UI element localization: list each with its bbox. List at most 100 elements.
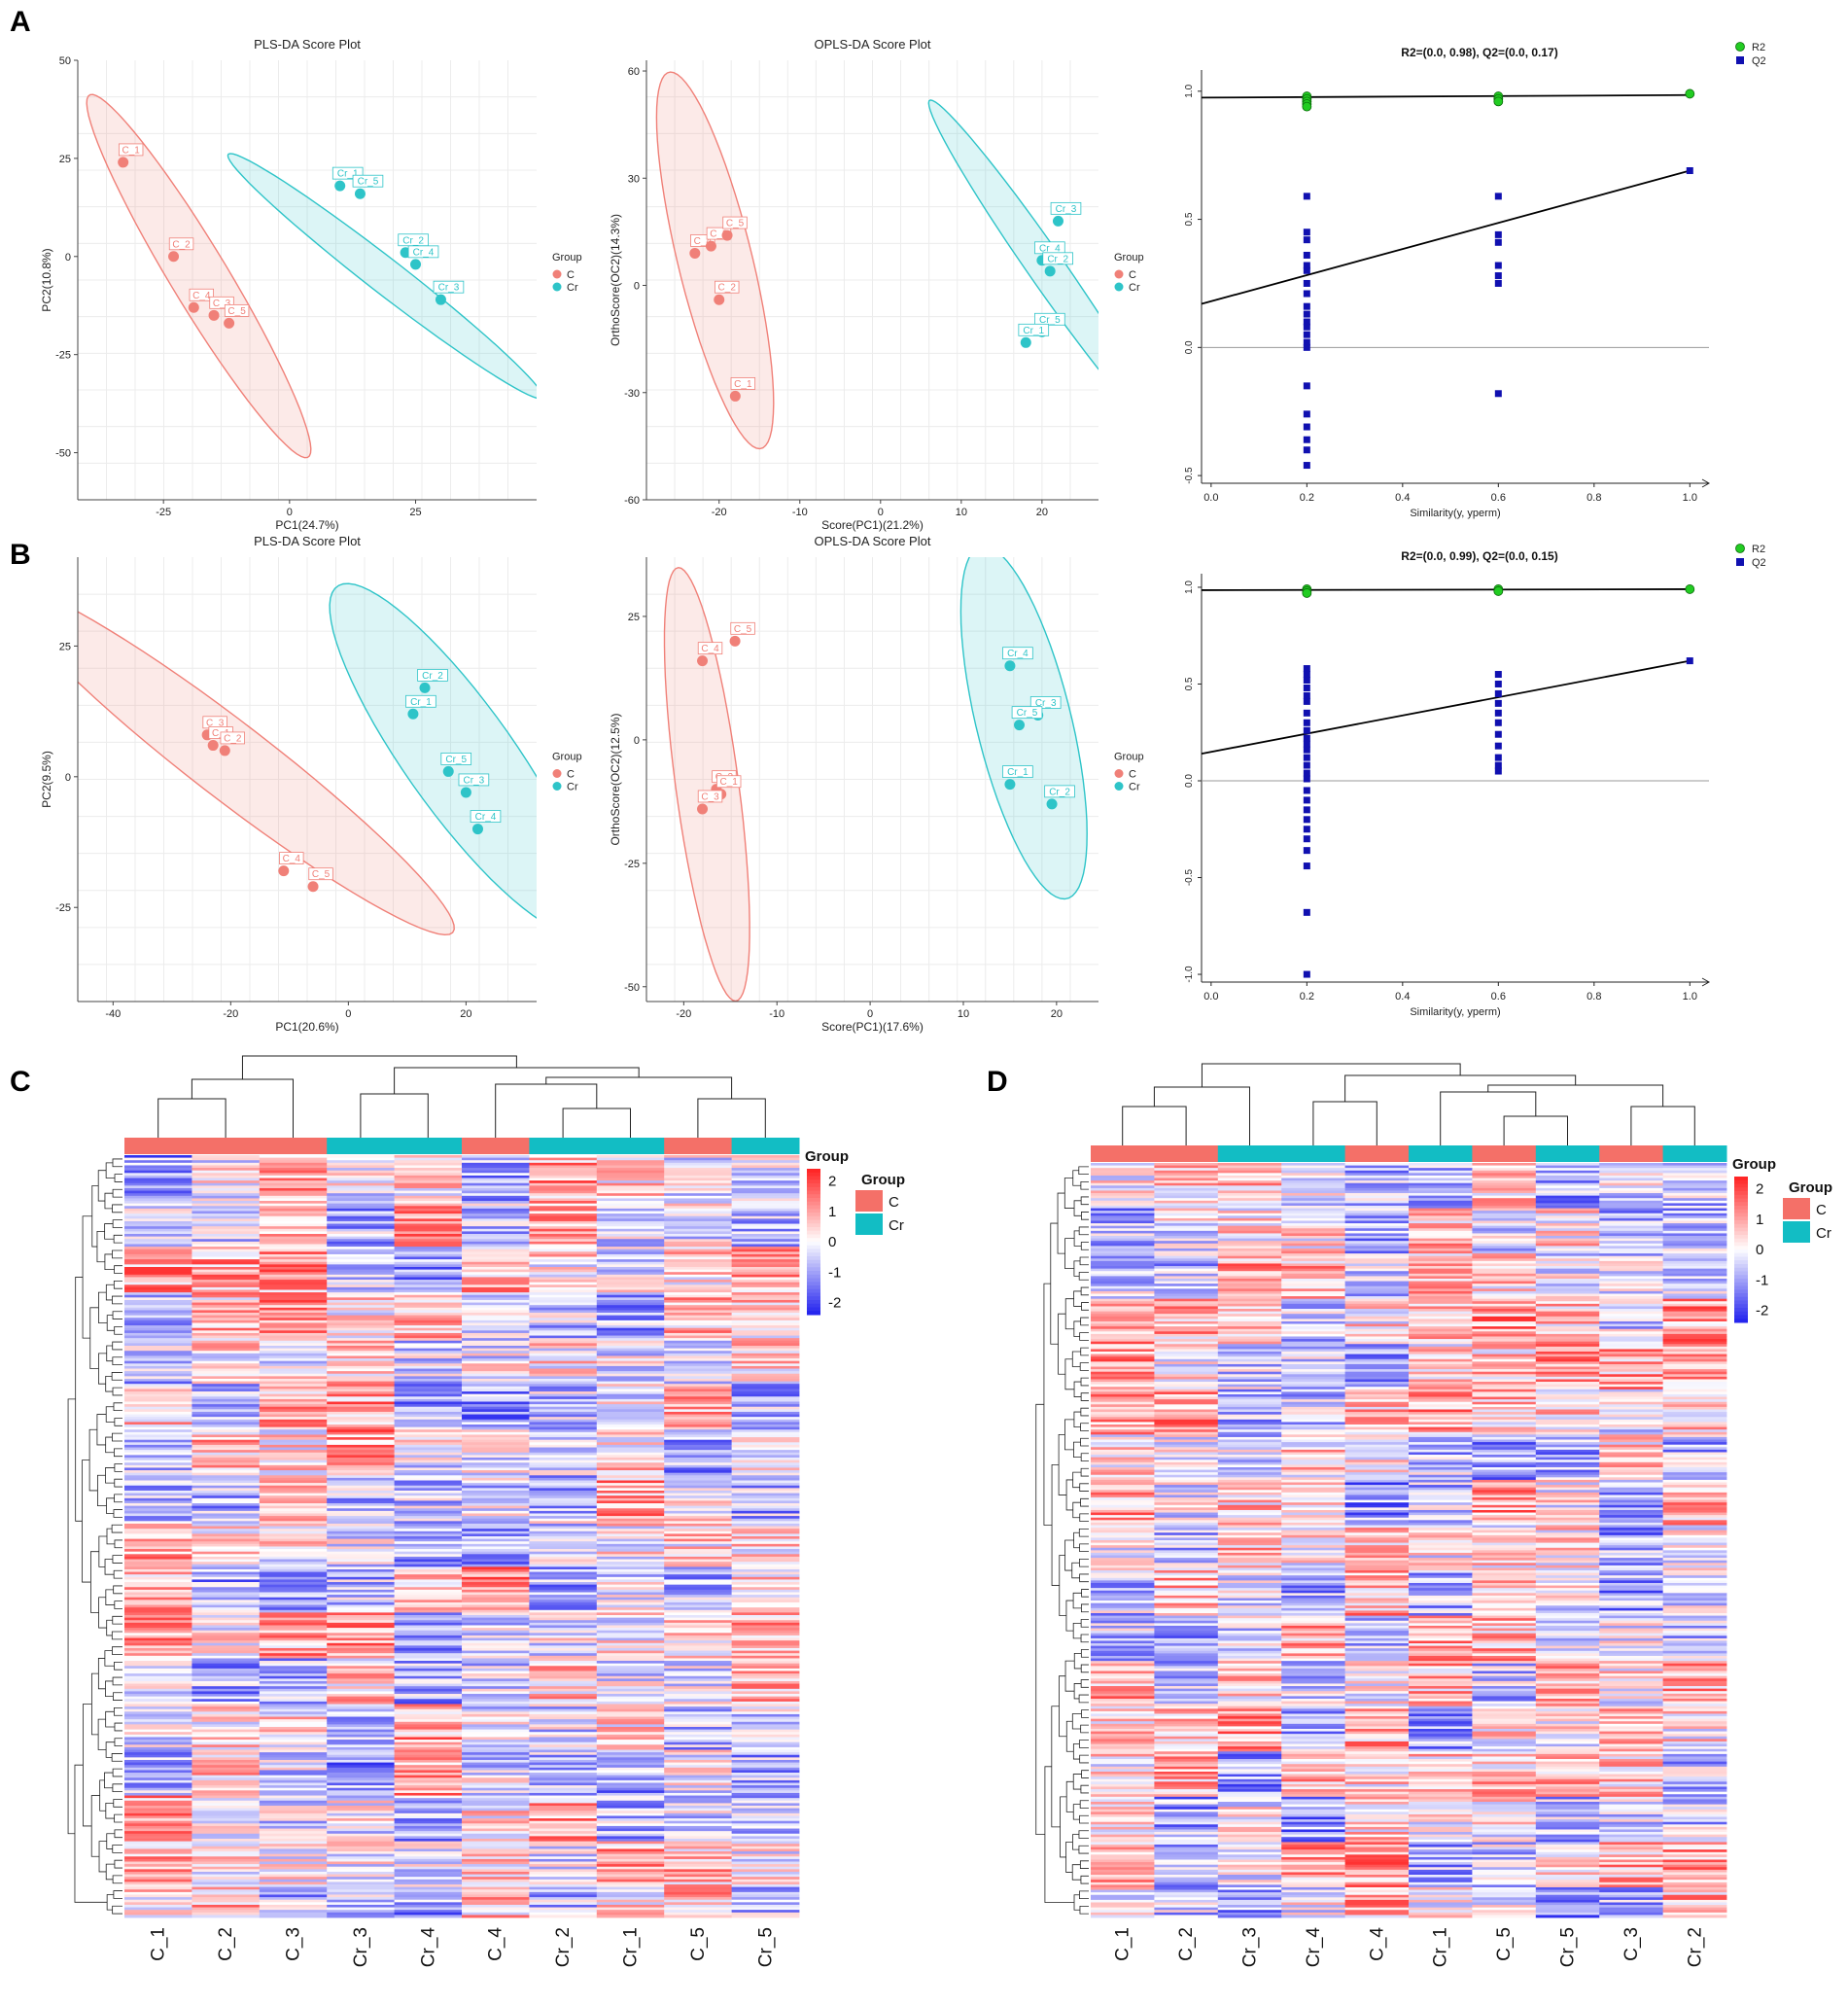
heatmap-cell (731, 1322, 800, 1326)
heatmap-cell (731, 1313, 800, 1317)
y-axis-title: OrthoScore(OC2)(12.5%) (609, 713, 622, 845)
heatmap-cell (731, 1261, 800, 1265)
heatmap-cell (394, 1457, 463, 1460)
heatmap-cell (664, 1327, 732, 1331)
heatmap-cell (529, 1744, 598, 1748)
heatmap-cell (124, 1490, 192, 1494)
heatmap-cell (1472, 1285, 1537, 1289)
heatmap-cell (596, 1546, 665, 1550)
heatmap-cell (462, 1417, 530, 1421)
heatmap-cell (1409, 1228, 1473, 1232)
heatmap-cell (462, 1600, 530, 1603)
color-scale-segment (807, 1230, 820, 1235)
heatmap-cell (664, 1721, 732, 1725)
heatmap-cell (394, 1879, 463, 1882)
heatmap-cell (529, 1767, 598, 1771)
heatmap-cell (192, 1628, 261, 1632)
x-tick-label: -25 (156, 507, 171, 518)
heatmap-cell (529, 1721, 598, 1725)
heatmap-cell (327, 1282, 395, 1285)
heatmap-cell (596, 1650, 665, 1654)
heatmap-cell (124, 1411, 192, 1415)
heatmap-cell (462, 1658, 530, 1662)
heatmap-cell (192, 1541, 261, 1545)
heatmap-cell (259, 1713, 328, 1717)
heatmap-cell (596, 1401, 665, 1405)
heatmap-cell (124, 1429, 192, 1433)
heatmap-cell (462, 1597, 530, 1600)
heatmap-cell (462, 1439, 530, 1443)
heatmap-cell (327, 1231, 395, 1235)
heatmap-cell (1409, 1255, 1473, 1259)
heatmap-cell (596, 1526, 665, 1530)
heatmap-cell (124, 1455, 192, 1459)
heatmap-cell (664, 1348, 732, 1352)
heatmap-cell (394, 1244, 463, 1248)
heatmap-cell (259, 1193, 328, 1197)
confidence-ellipse-Cr (959, 557, 1088, 900)
heatmap-cell (731, 1411, 800, 1415)
heatmap-cell (1344, 1477, 1410, 1481)
heatmap-cell (259, 1874, 328, 1878)
score-plot-A-opls: C_4C_3C_5C_2C_1Cr_3Cr_4Cr_2Cr_5Cr_1-20 -1… (609, 37, 1144, 532)
heatmap-cell (394, 1398, 463, 1402)
heatmap-cell (124, 1549, 192, 1553)
heatmap-cell (327, 1741, 395, 1745)
heatmap-cell (1535, 1220, 1600, 1224)
heatmap-cell (1662, 1439, 1727, 1443)
heatmap-cell (731, 1368, 800, 1372)
color-scale-segment (807, 1172, 820, 1177)
heatmap-cell (1599, 1198, 1663, 1202)
heatmap-cell (327, 1790, 395, 1794)
heatmap-cell (259, 1655, 328, 1659)
heatmap-cell (1599, 1298, 1663, 1302)
heatmap-cell (462, 1620, 530, 1624)
heatmap-cell (394, 1609, 463, 1613)
heatmap-cell (1599, 1233, 1663, 1237)
heatmap-cell (731, 1173, 800, 1177)
heatmap-cell (1472, 1401, 1537, 1405)
y-tick-label: 60 (628, 66, 640, 78)
heatmap-cell (192, 1266, 261, 1270)
heatmap-cell (529, 1280, 598, 1284)
heatmap-cell (664, 1483, 732, 1487)
heatmap-cell (1599, 1382, 1663, 1386)
heatmap-cell (1472, 1352, 1537, 1354)
heatmap-cell (529, 1439, 598, 1443)
heatmap-cell (192, 1683, 261, 1687)
heatmap-cell (462, 1363, 530, 1367)
heatmap-cell (1281, 1399, 1345, 1403)
heatmap-cell (731, 1576, 800, 1580)
heatmap-cell (462, 1637, 530, 1641)
heatmap-cell (664, 1355, 732, 1359)
heatmap-cell (529, 1292, 598, 1296)
heatmap-cell (731, 1444, 800, 1448)
heatmap-cell (1091, 1379, 1155, 1383)
heatmap-cell (529, 1571, 598, 1575)
heatmap-cell (731, 1836, 800, 1840)
heatmap-cell (124, 1874, 192, 1878)
heatmap-cell (664, 1201, 732, 1205)
heatmap-cell (731, 1439, 800, 1443)
heatmap-cell (462, 1157, 530, 1161)
heatmap-cell (529, 1601, 598, 1605)
heatmap-cell (1217, 1414, 1282, 1418)
heatmap-cell (731, 1414, 800, 1418)
heatmap-cell (462, 1452, 530, 1456)
heatmap-cell (462, 1529, 530, 1532)
group-bar-cell (1344, 1145, 1410, 1162)
heatmap-cell (394, 1836, 463, 1840)
heatmap-cell (664, 1554, 732, 1558)
heatmap-cell (1091, 1290, 1155, 1294)
heatmap-cell (596, 1640, 665, 1644)
heatmap-cell (394, 1812, 463, 1816)
heatmap-cell (394, 1162, 463, 1166)
heatmap-cell (1091, 1190, 1155, 1194)
heatmap-cell (462, 1371, 530, 1375)
heatmap-cell (1599, 1414, 1663, 1418)
heatmap-cell (1662, 1352, 1727, 1354)
heatmap-cell (394, 1543, 463, 1547)
heatmap-cell (1217, 1296, 1282, 1300)
heatmap-cell (259, 1782, 328, 1786)
heatmap-cell (259, 1554, 328, 1558)
